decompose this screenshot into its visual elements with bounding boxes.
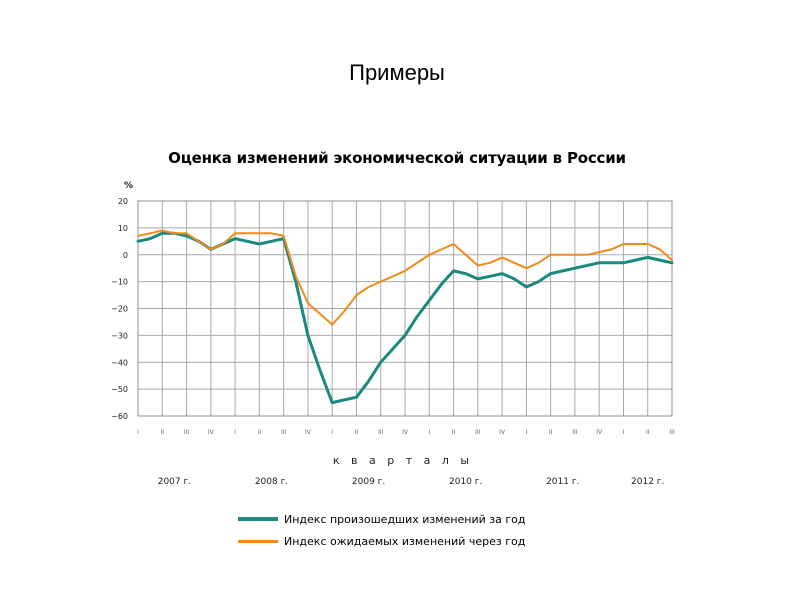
x-tick-label: IV: [596, 429, 603, 436]
x-tick-label: II: [160, 429, 164, 436]
x-tick-label: III: [378, 429, 384, 436]
x-tick-label: I: [525, 429, 527, 436]
y-tick-label: −60: [111, 412, 128, 421]
series-line-1: [137, 229, 673, 326]
y-tick-label: −20: [111, 305, 128, 314]
y-axis-label: %: [124, 181, 133, 191]
y-tick-label: −10: [111, 278, 128, 287]
y-tick-label: −30: [111, 331, 128, 340]
x-tick-label: III: [281, 429, 287, 436]
grid-layer: [137, 200, 673, 417]
x-tick-label: I: [137, 429, 139, 436]
y-tick-label: 20: [118, 197, 128, 206]
x-tick-label: II: [355, 429, 359, 436]
x-tick-label: II: [258, 429, 262, 436]
y-tick-label: −40: [111, 358, 128, 367]
legend-item-0: Индекс произошедших изменений за год: [238, 508, 525, 530]
x-tick-label: IV: [208, 429, 215, 436]
year-label: 2012 г.: [631, 477, 664, 487]
x-tick-label: I: [623, 429, 625, 436]
legend-item-1: Индекс ожидаемых изменений через год: [238, 530, 525, 552]
legend-label: Индекс произошедших изменений за год: [284, 512, 526, 526]
legend: Индекс произошедших изменений за год Инде…: [238, 508, 525, 552]
year-label: 2009 г.: [352, 477, 385, 487]
x-tick-label: III: [475, 429, 481, 436]
x-axis-label: к в а р т а л ы: [333, 454, 473, 467]
series-line-0: [136, 231, 674, 405]
slide-title: Примеры: [349, 60, 445, 85]
x-tick-label: III: [572, 429, 578, 436]
legend-label: Индекс ожидаемых изменений через год: [284, 534, 526, 548]
x-tick-label: II: [646, 429, 650, 436]
x-tick-label: III: [669, 429, 675, 436]
plot-area: [137, 200, 673, 417]
x-tick-label: IV: [305, 429, 312, 436]
x-tick-label: I: [234, 429, 236, 436]
legend-swatch: [238, 539, 278, 543]
series-layer: [136, 229, 674, 405]
year-label: 2008 г.: [255, 477, 288, 487]
y-tick-label: 0: [123, 251, 128, 260]
x-tick-label: I: [428, 429, 430, 436]
x-tick-label: IV: [402, 429, 409, 436]
x-tick-label: II: [452, 429, 456, 436]
chart-title: Оценка изменений экономической ситуации …: [168, 149, 626, 167]
x-tick-label: IV: [499, 429, 506, 436]
legend-swatch: [238, 517, 278, 521]
x-tick-label: II: [549, 429, 553, 436]
year-label: 2007 г.: [158, 477, 191, 487]
year-label: 2011 г.: [546, 477, 579, 487]
x-tick-label: III: [184, 429, 190, 436]
x-tick-label: I: [331, 429, 333, 436]
y-tick-label: 10: [118, 224, 128, 233]
year-label: 2010 г.: [449, 477, 482, 487]
y-tick-label: −50: [111, 385, 128, 394]
